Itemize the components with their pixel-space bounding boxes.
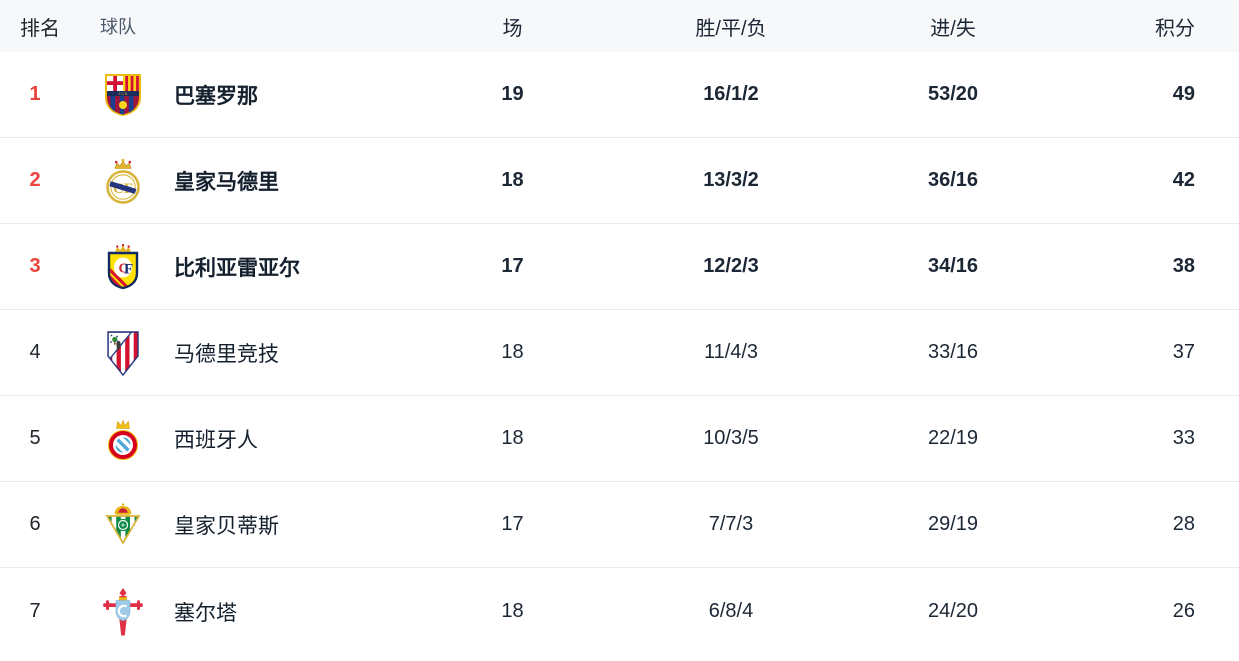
played-cell: 17 (501, 255, 524, 277)
team-row[interactable]: 1 F C B (0, 52, 1239, 138)
barcelona-crest-icon: F C B (98, 70, 148, 120)
real-betis-crest-icon (98, 500, 148, 550)
goals-cell: 34/16 (927, 255, 979, 277)
wdl-cell: 7/7/3 (708, 513, 754, 535)
points-cell: 49 (1172, 83, 1195, 105)
played-cell: 18 (501, 600, 524, 622)
team-name: 皇家马德里 (174, 170, 279, 194)
team-name: 马德里竞技 (174, 342, 279, 366)
goals-cell: 53/20 (927, 83, 979, 105)
rank-cell: 1 (29, 83, 41, 105)
team-name: 巴塞罗那 (174, 84, 258, 108)
goals-cell: 29/19 (927, 513, 979, 535)
points-cell: 26 (1172, 600, 1195, 622)
played-cell: 17 (501, 513, 524, 535)
team-row[interactable]: 7 塞尔塔 (0, 568, 1239, 655)
team-row[interactable]: 2 CF 皇家马德里 18 13/3/2 36/16 42 (0, 138, 1239, 224)
team-name: 塞尔塔 (174, 601, 237, 625)
points-cell: 37 (1172, 341, 1195, 363)
rank-cell: 7 (29, 600, 41, 622)
team-row[interactable]: 6 (0, 482, 1239, 568)
points-cell: 28 (1172, 513, 1195, 535)
table-header-row: 排名 球队 场 胜/平/负 进/失 积分 (0, 0, 1239, 52)
played-cell: 18 (501, 169, 524, 191)
played-cell: 18 (501, 427, 524, 449)
team-name: 西班牙人 (174, 428, 258, 452)
wdl-cell: 10/3/5 (703, 427, 759, 449)
atletico-madrid-crest-icon (98, 328, 148, 378)
team-row[interactable]: 5 西班牙人 18 10/3/ (0, 396, 1239, 482)
team-row[interactable]: 3 C F 比利亚雷亚尔 (0, 224, 1239, 310)
goals-cell: 33/16 (927, 341, 979, 363)
played-cell: 18 (501, 341, 524, 363)
played-cell: 19 (501, 83, 524, 105)
column-header-team: 球队 (100, 17, 136, 37)
celta-vigo-crest-icon (98, 587, 148, 637)
points-cell: 38 (1172, 255, 1195, 277)
rank-cell: 5 (29, 427, 41, 449)
goals-cell: 36/16 (927, 169, 979, 191)
rank-cell: 3 (29, 255, 41, 277)
column-header-wdl: 胜/平/负 (695, 17, 767, 40)
rank-cell: 6 (29, 513, 41, 535)
rank-cell: 2 (29, 169, 41, 191)
villarreal-crest-icon: C F (98, 242, 148, 292)
wdl-cell: 16/1/2 (703, 83, 759, 105)
points-cell: 33 (1172, 427, 1195, 449)
espanyol-crest-icon (98, 414, 148, 464)
team-row[interactable]: 4 (0, 310, 1239, 396)
column-header-goals: 进/失 (930, 17, 976, 40)
column-header-rank: 排名 (20, 17, 60, 40)
svg-text:C: C (119, 261, 129, 276)
rank-cell: 4 (29, 341, 41, 363)
column-header-points: 积分 (1155, 17, 1195, 40)
wdl-cell: 13/3/2 (703, 169, 759, 191)
wdl-cell: 11/4/3 (703, 341, 759, 363)
real-madrid-crest-icon: CF (98, 156, 148, 206)
team-name: 皇家贝蒂斯 (174, 514, 279, 538)
svg-text:F: F (124, 261, 133, 277)
wdl-cell: 12/2/3 (703, 255, 759, 277)
goals-cell: 22/19 (927, 427, 979, 449)
goals-cell: 24/20 (927, 600, 979, 622)
points-cell: 42 (1172, 169, 1195, 191)
svg-text:F C B: F C B (119, 91, 128, 95)
team-name: 比利亚雷亚尔 (174, 256, 300, 280)
column-header-played: 场 (502, 17, 523, 40)
wdl-cell: 6/8/4 (708, 600, 754, 622)
